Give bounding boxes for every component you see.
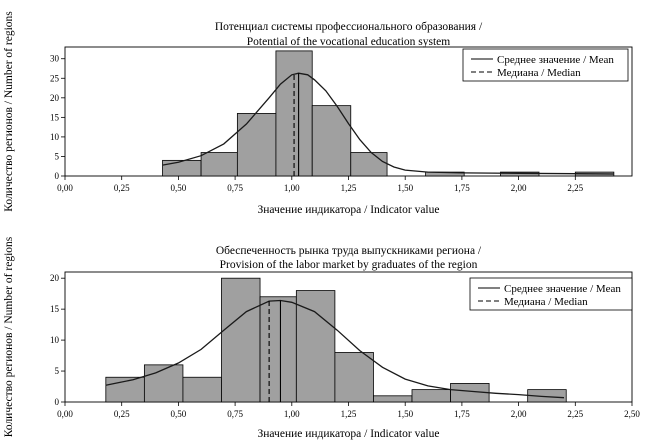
x-tick-label: 0,00: [57, 183, 73, 193]
histogram-bar: [143, 364, 184, 403]
x-tick-label: 0,75: [227, 183, 243, 193]
x-tick-label: 2,00: [511, 409, 527, 419]
x-tick-label: 0,50: [171, 183, 187, 193]
y-tick-label: 20: [50, 273, 60, 283]
legend-label: Среднее значение / Mean: [497, 54, 614, 66]
histogram-bar: [182, 376, 222, 403]
y-tick-label: 5: [55, 151, 60, 161]
x-tick-label: 1,75: [454, 183, 470, 193]
histogram-bar: [311, 105, 352, 177]
x-axis-label: Значение индикатора / Indicator value: [258, 204, 440, 216]
legend-label: Медиана / Median: [504, 296, 588, 308]
x-tick-label: 2,25: [567, 183, 583, 193]
chart-title-line: Potential of the vocational education sy…: [247, 36, 450, 48]
chart-title-line: Обеспеченность рынка труда выпускниками …: [216, 245, 482, 257]
y-tick-label: 30: [50, 54, 60, 64]
y-tick-label: 25: [50, 73, 60, 83]
y-tick-label: 0: [55, 397, 60, 407]
y-tick-label: 5: [55, 366, 60, 376]
histogram-bar: [334, 352, 374, 403]
legend-box: [462, 48, 629, 82]
y-tick-label: 10: [50, 335, 60, 345]
histogram-bar: [295, 290, 336, 403]
histogram-bar: [259, 296, 297, 403]
y-tick-label: 15: [50, 112, 60, 122]
y-tick-label: 15: [50, 304, 60, 314]
x-tick-label: 1,25: [341, 409, 357, 419]
density-curve: [162, 72, 614, 175]
legend-label: Медиана / Median: [497, 67, 581, 79]
histogram-bar: [200, 152, 238, 177]
legend-box: [469, 277, 633, 311]
chart-panel-1: Потенциал системы профессионального обра…: [3, 11, 633, 216]
chart-title-line: Provision of the labor market by graduat…: [220, 259, 478, 271]
x-tick-label: 0,50: [171, 409, 187, 419]
x-tick-label: 0,00: [57, 409, 73, 419]
x-tick-label: 1,00: [284, 409, 300, 419]
x-tick-label: 2,50: [624, 409, 640, 419]
x-axis-label: Значение индикатора / Indicator value: [258, 428, 440, 440]
x-tick-label: 1,75: [454, 409, 470, 419]
y-tick-label: 0: [55, 171, 60, 181]
histogram-bar: [350, 152, 388, 177]
x-tick-label: 1,50: [397, 183, 413, 193]
histogram-bar: [236, 113, 277, 177]
legend-label: Среднее значение / Mean: [504, 283, 621, 295]
histogram-bar: [373, 395, 413, 403]
x-tick-label: 0,75: [227, 409, 243, 419]
chart-title-line: Потенциал системы профессионального обра…: [215, 21, 483, 33]
y-axis-label: Количество регионов / Number of regions: [3, 11, 15, 212]
y-tick-label: 10: [50, 132, 60, 142]
density-curve: [105, 299, 565, 399]
x-tick-label: 1,25: [341, 183, 357, 193]
x-tick-label: 1,50: [397, 409, 413, 419]
x-tick-label: 0,25: [114, 183, 130, 193]
x-tick-label: 1,00: [284, 183, 300, 193]
histogram-bar: [162, 159, 202, 177]
x-tick-label: 2,25: [567, 409, 583, 419]
y-tick-label: 20: [50, 93, 60, 103]
histogram-bar: [411, 389, 451, 403]
y-axis-label: Количество регионов / Number of regions: [3, 236, 15, 437]
histogram-bar: [221, 277, 261, 403]
x-tick-label: 2,00: [511, 183, 527, 193]
chart-panel-2: Обеспеченность рынка труда выпускниками …: [3, 236, 640, 440]
x-tick-label: 0,25: [114, 409, 130, 419]
